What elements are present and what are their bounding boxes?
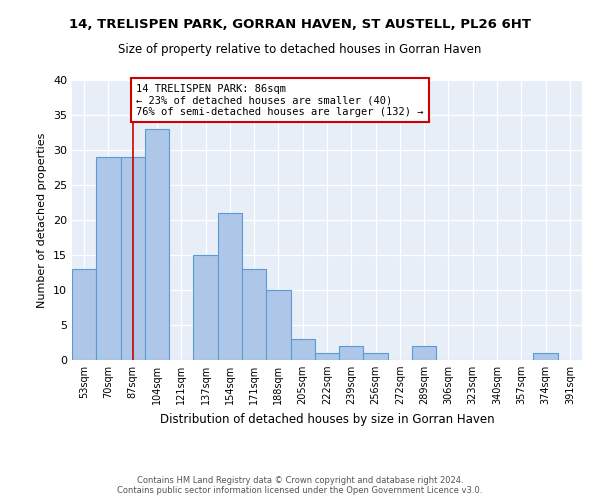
Text: 14 TRELISPEN PARK: 86sqm
← 23% of detached houses are smaller (40)
76% of semi-d: 14 TRELISPEN PARK: 86sqm ← 23% of detach… (136, 84, 424, 116)
Bar (533, 353, 558, 360)
Bar (412, 346, 436, 360)
Bar (339, 346, 364, 360)
Text: 14, TRELISPEN PARK, GORRAN HAVEN, ST AUSTELL, PL26 6HT: 14, TRELISPEN PARK, GORRAN HAVEN, ST AUS… (69, 18, 531, 30)
Text: Size of property relative to detached houses in Gorran Haven: Size of property relative to detached ho… (118, 42, 482, 56)
Bar (315, 353, 339, 360)
Y-axis label: Number of detached properties: Number of detached properties (37, 132, 47, 308)
Bar (121, 157, 145, 360)
Bar (290, 339, 315, 360)
Bar (193, 255, 218, 360)
Bar (218, 213, 242, 360)
Text: Contains HM Land Registry data © Crown copyright and database right 2024.
Contai: Contains HM Land Registry data © Crown c… (118, 476, 482, 495)
Bar (72, 269, 96, 360)
Bar (145, 129, 169, 360)
Bar (96, 157, 121, 360)
Bar (364, 353, 388, 360)
Bar (242, 269, 266, 360)
X-axis label: Distribution of detached houses by size in Gorran Haven: Distribution of detached houses by size … (160, 412, 494, 426)
Bar (266, 290, 290, 360)
